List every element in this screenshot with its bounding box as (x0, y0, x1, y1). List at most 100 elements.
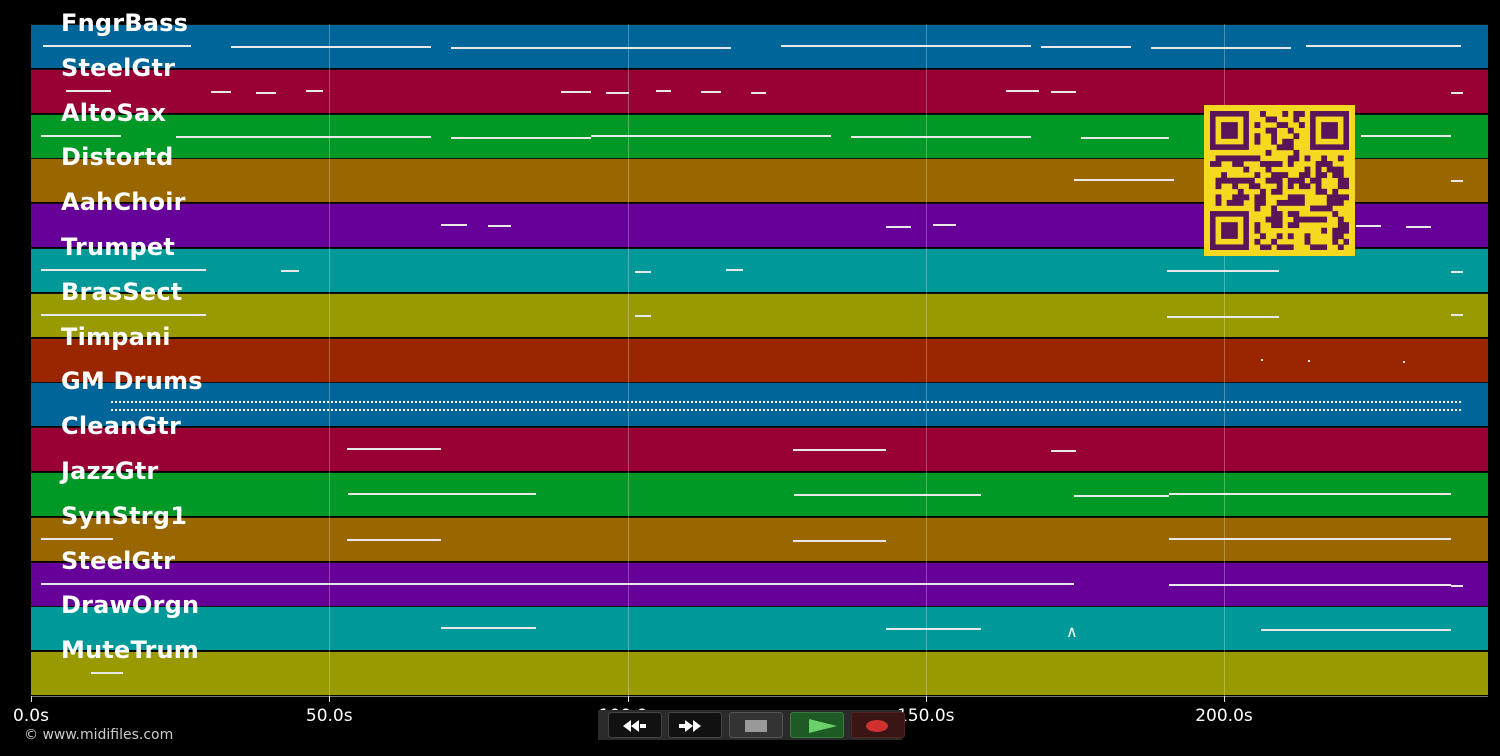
rewind-button[interactable] (608, 712, 662, 738)
play-button[interactable] (790, 712, 844, 738)
note-bar (1361, 134, 1451, 137)
note-bar (1261, 629, 1451, 632)
note-bar (1006, 89, 1039, 92)
fast-forward-button[interactable] (668, 712, 722, 738)
note-bar (347, 538, 441, 541)
track-name-label: Distortd (61, 143, 174, 172)
note-bar (441, 224, 467, 227)
note-bar (1356, 225, 1381, 228)
note-bar (1451, 91, 1463, 94)
track-name-label: AahChoir (61, 188, 186, 217)
track-lane[interactable] (31, 382, 1488, 427)
tick-mark (329, 696, 331, 702)
note-bar (41, 313, 206, 316)
track-lane[interactable] (31, 561, 1488, 606)
transport-bar (598, 710, 905, 740)
note-bar (91, 672, 123, 675)
stop-button[interactable] (729, 712, 783, 738)
note-bar (591, 134, 831, 137)
qr-pattern (1210, 111, 1349, 250)
note-bar (751, 91, 766, 94)
note-bar (256, 91, 276, 94)
track-lane[interactable] (31, 337, 1488, 382)
note-bar (66, 89, 111, 92)
note-bar (1451, 584, 1463, 587)
note-bar (933, 224, 956, 227)
track-name-label: Trumpet (61, 233, 175, 261)
note-bar (306, 89, 323, 92)
track-lane[interactable] (31, 427, 1488, 472)
note-bar (1051, 90, 1076, 93)
note-bar (781, 45, 1031, 47)
grid-line (925, 24, 927, 696)
track-name-label: SynStrg1 (61, 501, 188, 530)
note-bar (656, 89, 671, 92)
note-bar (635, 314, 651, 317)
note-bar (231, 46, 431, 48)
tick-label: 50.0s (305, 706, 353, 726)
note-bar (111, 409, 1463, 412)
track-name-label: AltoSax (61, 98, 167, 127)
track-name-label: CleanGtr (61, 412, 182, 441)
note-bar (1451, 271, 1463, 273)
tick-label: 0.0s (13, 706, 49, 726)
track-lane[interactable] (31, 651, 1488, 696)
note-bar (41, 582, 1074, 585)
note-bar (1169, 583, 1451, 586)
note-bar (41, 537, 113, 540)
track-lane[interactable] (31, 472, 1488, 516)
note-bar (1261, 358, 1263, 361)
note-bar (347, 448, 441, 451)
note-bar (451, 136, 591, 139)
qr-code (1204, 105, 1355, 256)
track-name-label: DrawOrgn (61, 591, 200, 620)
note-bar (1169, 537, 1451, 540)
note-bar (1169, 493, 1451, 495)
note-bar (635, 271, 651, 273)
note-bar (1403, 360, 1405, 363)
note-bar (793, 539, 886, 542)
credit-text: © www.midifiles.com (24, 727, 174, 743)
note-bar (281, 270, 299, 272)
track-name-label: Timpani (61, 322, 171, 351)
stop-icon (745, 720, 767, 732)
track-lane[interactable] (31, 606, 1488, 651)
note-bar (1151, 47, 1291, 49)
note-bar (211, 90, 231, 93)
note-bar (1406, 226, 1431, 229)
note-bar (701, 90, 721, 93)
piano-roll[interactable] (31, 24, 1488, 696)
track-lane[interactable] (31, 24, 1488, 68)
tick-label: 200.0s (1195, 706, 1253, 726)
note-bar (726, 269, 743, 271)
track-lane[interactable] (31, 516, 1488, 561)
note-bar (794, 494, 981, 496)
track-name-label: BrasSect (61, 277, 183, 306)
note-bar (1451, 180, 1463, 183)
note-bar (606, 91, 629, 94)
play-icon (809, 719, 837, 733)
record-icon (866, 720, 888, 732)
grid-line (1224, 24, 1225, 696)
note-bar (1074, 179, 1174, 182)
record-button[interactable] (851, 712, 905, 738)
note-bar (111, 401, 1463, 404)
note-bar (1041, 46, 1131, 48)
tick-mark (925, 696, 927, 702)
note-bar (451, 47, 731, 49)
note-bar (1306, 45, 1461, 47)
grid-line (329, 24, 331, 696)
note-bar (1308, 359, 1310, 362)
note-bar (1451, 313, 1463, 316)
note-bar (488, 225, 511, 228)
track-lane[interactable] (31, 292, 1488, 337)
note-bar (561, 90, 591, 93)
note-bar (851, 135, 1031, 138)
grid-line (627, 24, 629, 696)
note-bar (1051, 450, 1076, 453)
note-bar (176, 135, 431, 138)
note-bar (1081, 136, 1169, 139)
track-name-label: SteelGtr (61, 53, 176, 82)
tick-label: 150.0s (896, 706, 955, 726)
note-bar (348, 493, 536, 495)
